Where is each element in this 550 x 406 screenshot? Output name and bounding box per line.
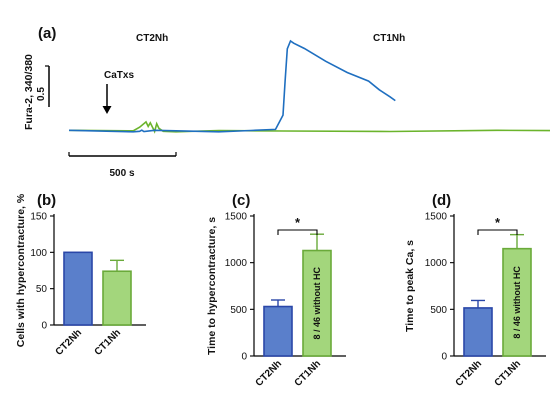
panel-c-xtick-label-0: CT2Nh — [254, 358, 285, 389]
panel-c-bar-annotation: 8 / 46 without HC — [312, 267, 322, 340]
panel-d-xtick-label-1: CT1Nh — [493, 358, 524, 389]
panel-b-bar-ct2nh — [63, 251, 93, 326]
panel-b-label: (b) — [37, 192, 56, 209]
trace-label-ct1nh: CT1Nh — [373, 33, 405, 44]
panel-c-label: (c) — [232, 192, 250, 209]
panel-b-ytick-label-1: 50 — [36, 284, 48, 295]
panel-b-ylabel: Cells with hypercontracture, % — [15, 193, 27, 347]
panel-d-bar-ct2nh — [463, 307, 493, 357]
catxs-arrow-head — [102, 106, 112, 114]
panel-b-ytick-label-3: 150 — [30, 212, 47, 223]
panel-d: (d) Time to peak Ca, s 0 500 1000 1500 CT2Nh CT… — [404, 192, 546, 389]
panel-b-ytick-label-0: 0 — [41, 321, 47, 332]
panel-c-ytick-label-0: 0 — [241, 352, 247, 363]
panel-d-ytick-label-0: 0 — [441, 352, 447, 363]
panel-c-bar-ct1nh — [302, 249, 332, 357]
panel-d-ytick-label-1: 500 — [430, 305, 447, 316]
panel-c-ytick-label-1: 500 — [230, 305, 247, 316]
panel-b-xtick-label-1: CT1Nh — [93, 327, 124, 358]
panel-c-ytick-label-2: 1000 — [225, 258, 248, 269]
panel-b-bar-ct1nh — [102, 270, 132, 326]
panel-d-ylabel: Time to peak Ca, s — [404, 240, 416, 332]
catxs-annotation: CaTxs — [104, 70, 134, 81]
trace-ct1nh — [68, 120, 550, 134]
panel-d-label: (d) — [432, 192, 451, 209]
panel-b-ytick-label-2: 100 — [30, 248, 47, 259]
panel-d-ytick-label-3: 1500 — [425, 212, 448, 223]
panel-c-ylabel: Time to hypercontracture, s — [206, 217, 218, 355]
panel-a-label: (a) — [38, 25, 56, 42]
panel-c-sig-marker: * — [295, 215, 301, 230]
scale-bar-y-label: 0.5 — [36, 87, 47, 101]
panel-b: (b) Cells with hypercontracture, % 0 50 100 1… — [15, 192, 146, 358]
trace-ct2nh — [68, 39, 396, 133]
scale-bar-x-label: 500 s — [109, 168, 134, 179]
panel-c-bar-ct2nh — [263, 305, 293, 357]
panel-d-bar-ct1nh — [502, 247, 532, 357]
panel-a: (a) Fura-2, 340/380 0.5 500 s CaTxs CT2N… — [23, 25, 550, 179]
panel-c: (c) Time to hypercontracture, s 0 500 1000 15… — [206, 192, 346, 389]
panel-d-sig-bracket — [477, 229, 518, 235]
panel-d-sig-marker: * — [495, 215, 501, 230]
panel-c-xtick-label-1: CT1Nh — [293, 358, 324, 389]
panel-c-sig-bracket — [277, 229, 318, 235]
panel-d-xtick-label-0: CT2Nh — [454, 358, 485, 389]
panel-d-bar-annotation: 8 / 46 without HC — [512, 266, 522, 339]
panel-c-ytick-label-3: 1500 — [225, 212, 248, 223]
panel-b-xtick-label-0: CT2Nh — [54, 327, 85, 358]
trace-label-ct2nh: CT2Nh — [136, 33, 168, 44]
panel-d-ytick-label-2: 1000 — [425, 258, 448, 269]
panel-a-ylabel: Fura-2, 340/380 — [23, 54, 35, 130]
